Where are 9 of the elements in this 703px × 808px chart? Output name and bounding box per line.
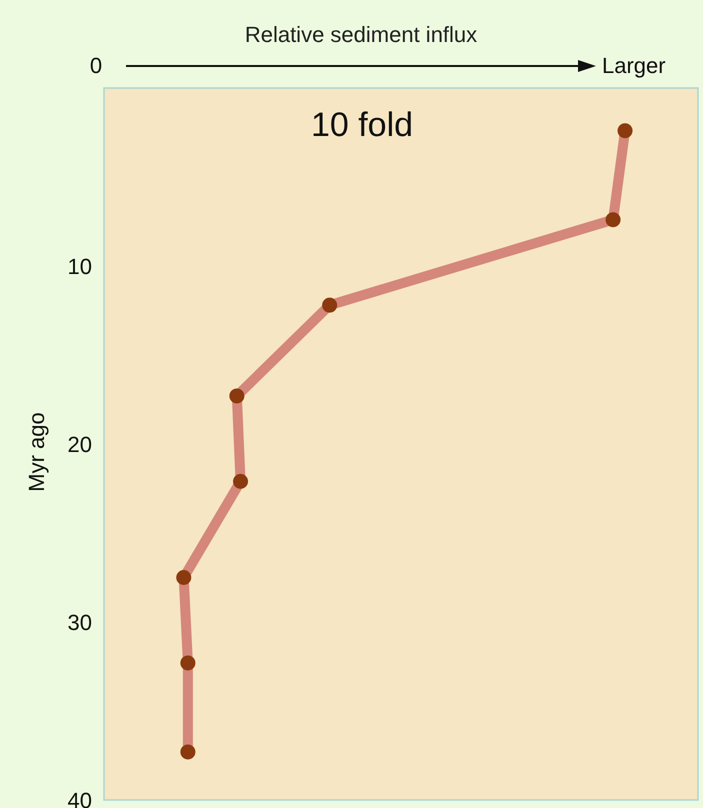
- text: 0: [90, 53, 102, 78]
- y-tick-label: 30: [68, 610, 92, 635]
- y-tick-label: 40: [68, 788, 92, 808]
- y-tick-label: 20: [68, 432, 92, 457]
- y-tick-label: 10: [68, 254, 92, 279]
- text: Larger: [602, 53, 666, 78]
- y-axis-title: Myr ago: [24, 412, 49, 492]
- x-axis-title: Relative sediment influx: [244, 22, 478, 47]
- annotation: 10 fold: [310, 106, 414, 144]
